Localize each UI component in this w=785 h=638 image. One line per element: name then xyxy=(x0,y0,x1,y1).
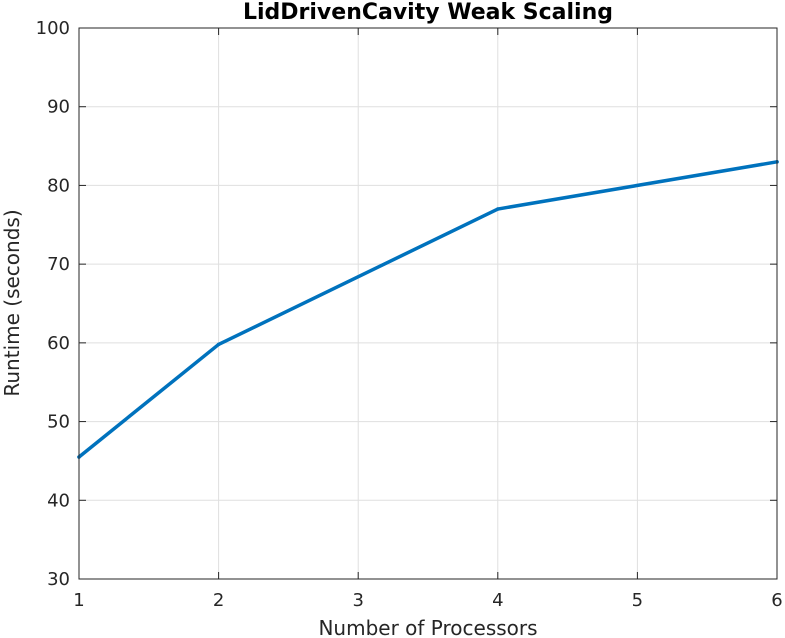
data-point xyxy=(496,207,500,211)
x-tick-label: 6 xyxy=(771,590,782,611)
axis-ticks: 1 2 3 4 5 6 30 40 50 60 70 80 90 100 xyxy=(36,18,783,611)
y-tick-label: 70 xyxy=(47,254,70,275)
x-tick-label: 3 xyxy=(352,590,363,611)
x-tick-label: 4 xyxy=(492,590,503,611)
y-tick-label: 60 xyxy=(47,333,70,354)
x-tick-label: 5 xyxy=(632,590,643,611)
y-axis-label: Runtime (seconds) xyxy=(0,209,24,396)
plot-frame xyxy=(78,27,778,580)
chart-title: LidDrivenCavity Weak Scaling xyxy=(243,0,613,25)
y-tick-label: 40 xyxy=(47,490,70,511)
y-tick-label: 90 xyxy=(47,97,70,118)
x-axis-label: Number of Processors xyxy=(318,616,537,638)
x-tick-label: 1 xyxy=(73,590,84,611)
series-line xyxy=(77,160,779,459)
x-tick-label: 2 xyxy=(213,590,224,611)
plot-area xyxy=(79,28,777,579)
y-tick-label: 80 xyxy=(47,175,70,196)
y-tick-label: 30 xyxy=(47,569,70,590)
data-point xyxy=(216,342,221,347)
y-tick-label: 50 xyxy=(47,412,70,433)
y-tick-label: 100 xyxy=(36,18,70,39)
